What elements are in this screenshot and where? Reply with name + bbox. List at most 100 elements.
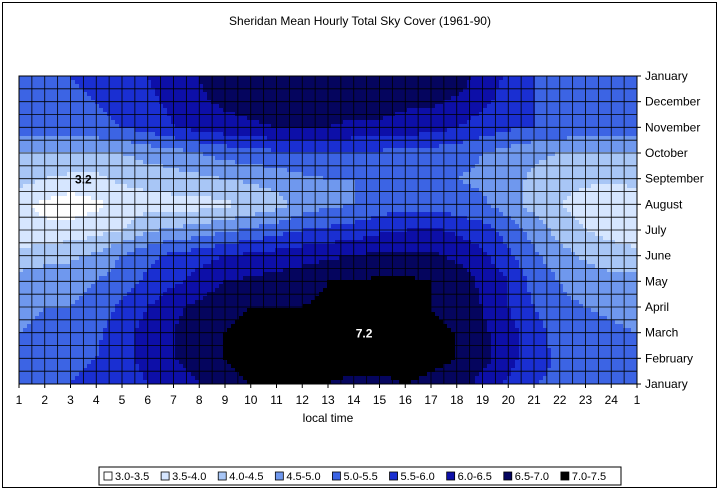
heatmap-cell (327, 140, 332, 145)
heatmap-cell (399, 92, 404, 97)
heatmap-cell (299, 152, 304, 157)
heatmap-cell (303, 160, 308, 165)
heatmap-cell (527, 180, 532, 185)
heatmap-cell (219, 180, 224, 185)
heatmap-cell (439, 184, 444, 189)
heatmap-cell (387, 176, 392, 181)
heatmap-cell (55, 96, 60, 101)
heatmap-cell (23, 100, 28, 105)
heatmap-cell (299, 96, 304, 101)
heatmap-cell (247, 140, 252, 145)
heatmap-cell (467, 176, 472, 181)
heatmap-cell (227, 136, 232, 141)
heatmap-cell (555, 144, 560, 149)
heatmap-cell (187, 120, 192, 125)
heatmap-cell (599, 84, 604, 89)
heatmap-cell (267, 104, 272, 109)
heatmap-cell (207, 136, 212, 141)
heatmap-cell (23, 176, 28, 181)
heatmap-cell (343, 136, 348, 141)
heatmap-cell (135, 180, 140, 185)
heatmap-cell (495, 156, 500, 161)
heatmap-cell (211, 144, 216, 149)
heatmap-cell (599, 148, 604, 153)
heatmap-cell (279, 148, 284, 153)
heatmap-cell (259, 104, 264, 109)
heatmap-cell (383, 160, 388, 165)
heatmap-cell (195, 196, 200, 201)
heatmap-cell (495, 80, 500, 85)
heatmap-cell (167, 168, 172, 173)
heatmap-cell (551, 108, 556, 113)
heatmap-cell (19, 192, 24, 197)
heatmap-cell (115, 160, 120, 165)
heatmap-cell (247, 104, 252, 109)
heatmap-cell (303, 156, 308, 161)
heatmap-cell (131, 168, 136, 173)
heatmap-cell (391, 200, 396, 205)
heatmap-cell (271, 200, 276, 205)
heatmap-cell (543, 136, 548, 141)
heatmap-cell (119, 192, 124, 197)
heatmap-cell (463, 180, 468, 185)
heatmap-cell (51, 124, 56, 129)
heatmap-cell (575, 132, 580, 137)
heatmap-cell (323, 192, 328, 197)
heatmap-cell (539, 116, 544, 121)
heatmap-cell (271, 168, 276, 173)
heatmap-cell (123, 116, 128, 121)
heatmap-cell (479, 84, 484, 89)
heatmap-cell (55, 188, 60, 193)
heatmap-cell (255, 120, 260, 125)
heatmap-cell (83, 100, 88, 105)
heatmap-cell (395, 152, 400, 157)
heatmap-cell (123, 136, 128, 141)
heatmap-cell (191, 168, 196, 173)
heatmap-cell (235, 84, 240, 89)
heatmap-cell (567, 152, 572, 157)
heatmap-cell (67, 192, 72, 197)
heatmap-cell (579, 124, 584, 129)
heatmap-cell (547, 84, 552, 89)
heatmap-cell (335, 192, 340, 197)
heatmap-cell (387, 188, 392, 193)
heatmap-cell (495, 136, 500, 141)
heatmap-cell (479, 148, 484, 153)
heatmap-cell (367, 128, 372, 133)
heatmap-cell (603, 116, 608, 121)
heatmap-cell (575, 192, 580, 197)
heatmap-cell (491, 160, 496, 165)
heatmap-cell (123, 204, 128, 209)
heatmap-cell (619, 76, 624, 81)
heatmap-cell (199, 160, 204, 165)
heatmap-cell (291, 200, 296, 205)
heatmap-cell (467, 172, 472, 177)
heatmap-cell (235, 180, 240, 185)
heatmap-cell (471, 152, 476, 157)
heatmap-cell (419, 88, 424, 93)
heatmap-cell (571, 148, 576, 153)
heatmap-cell (307, 176, 312, 181)
heatmap-cell (427, 88, 432, 93)
heatmap-cell (63, 192, 68, 197)
heatmap-cell (427, 144, 432, 149)
heatmap-cell (559, 148, 564, 153)
heatmap-cell (27, 128, 32, 133)
heatmap-cell (399, 88, 404, 93)
heatmap-cell (191, 172, 196, 177)
heatmap-cell (115, 136, 120, 141)
heatmap-cell (563, 168, 568, 173)
heatmap-cell (439, 136, 444, 141)
heatmap-cell (635, 120, 638, 125)
heatmap-cell (127, 136, 132, 141)
heatmap-cell (587, 148, 592, 153)
heatmap-cell (399, 132, 404, 137)
heatmap-cell (439, 120, 444, 125)
heatmap-cell (575, 156, 580, 161)
heatmap-cell (447, 140, 452, 145)
heatmap-cell (179, 104, 184, 109)
heatmap-cell (523, 140, 528, 145)
heatmap-cell (211, 92, 216, 97)
heatmap-cell (535, 108, 540, 113)
heatmap-cell (419, 192, 424, 197)
